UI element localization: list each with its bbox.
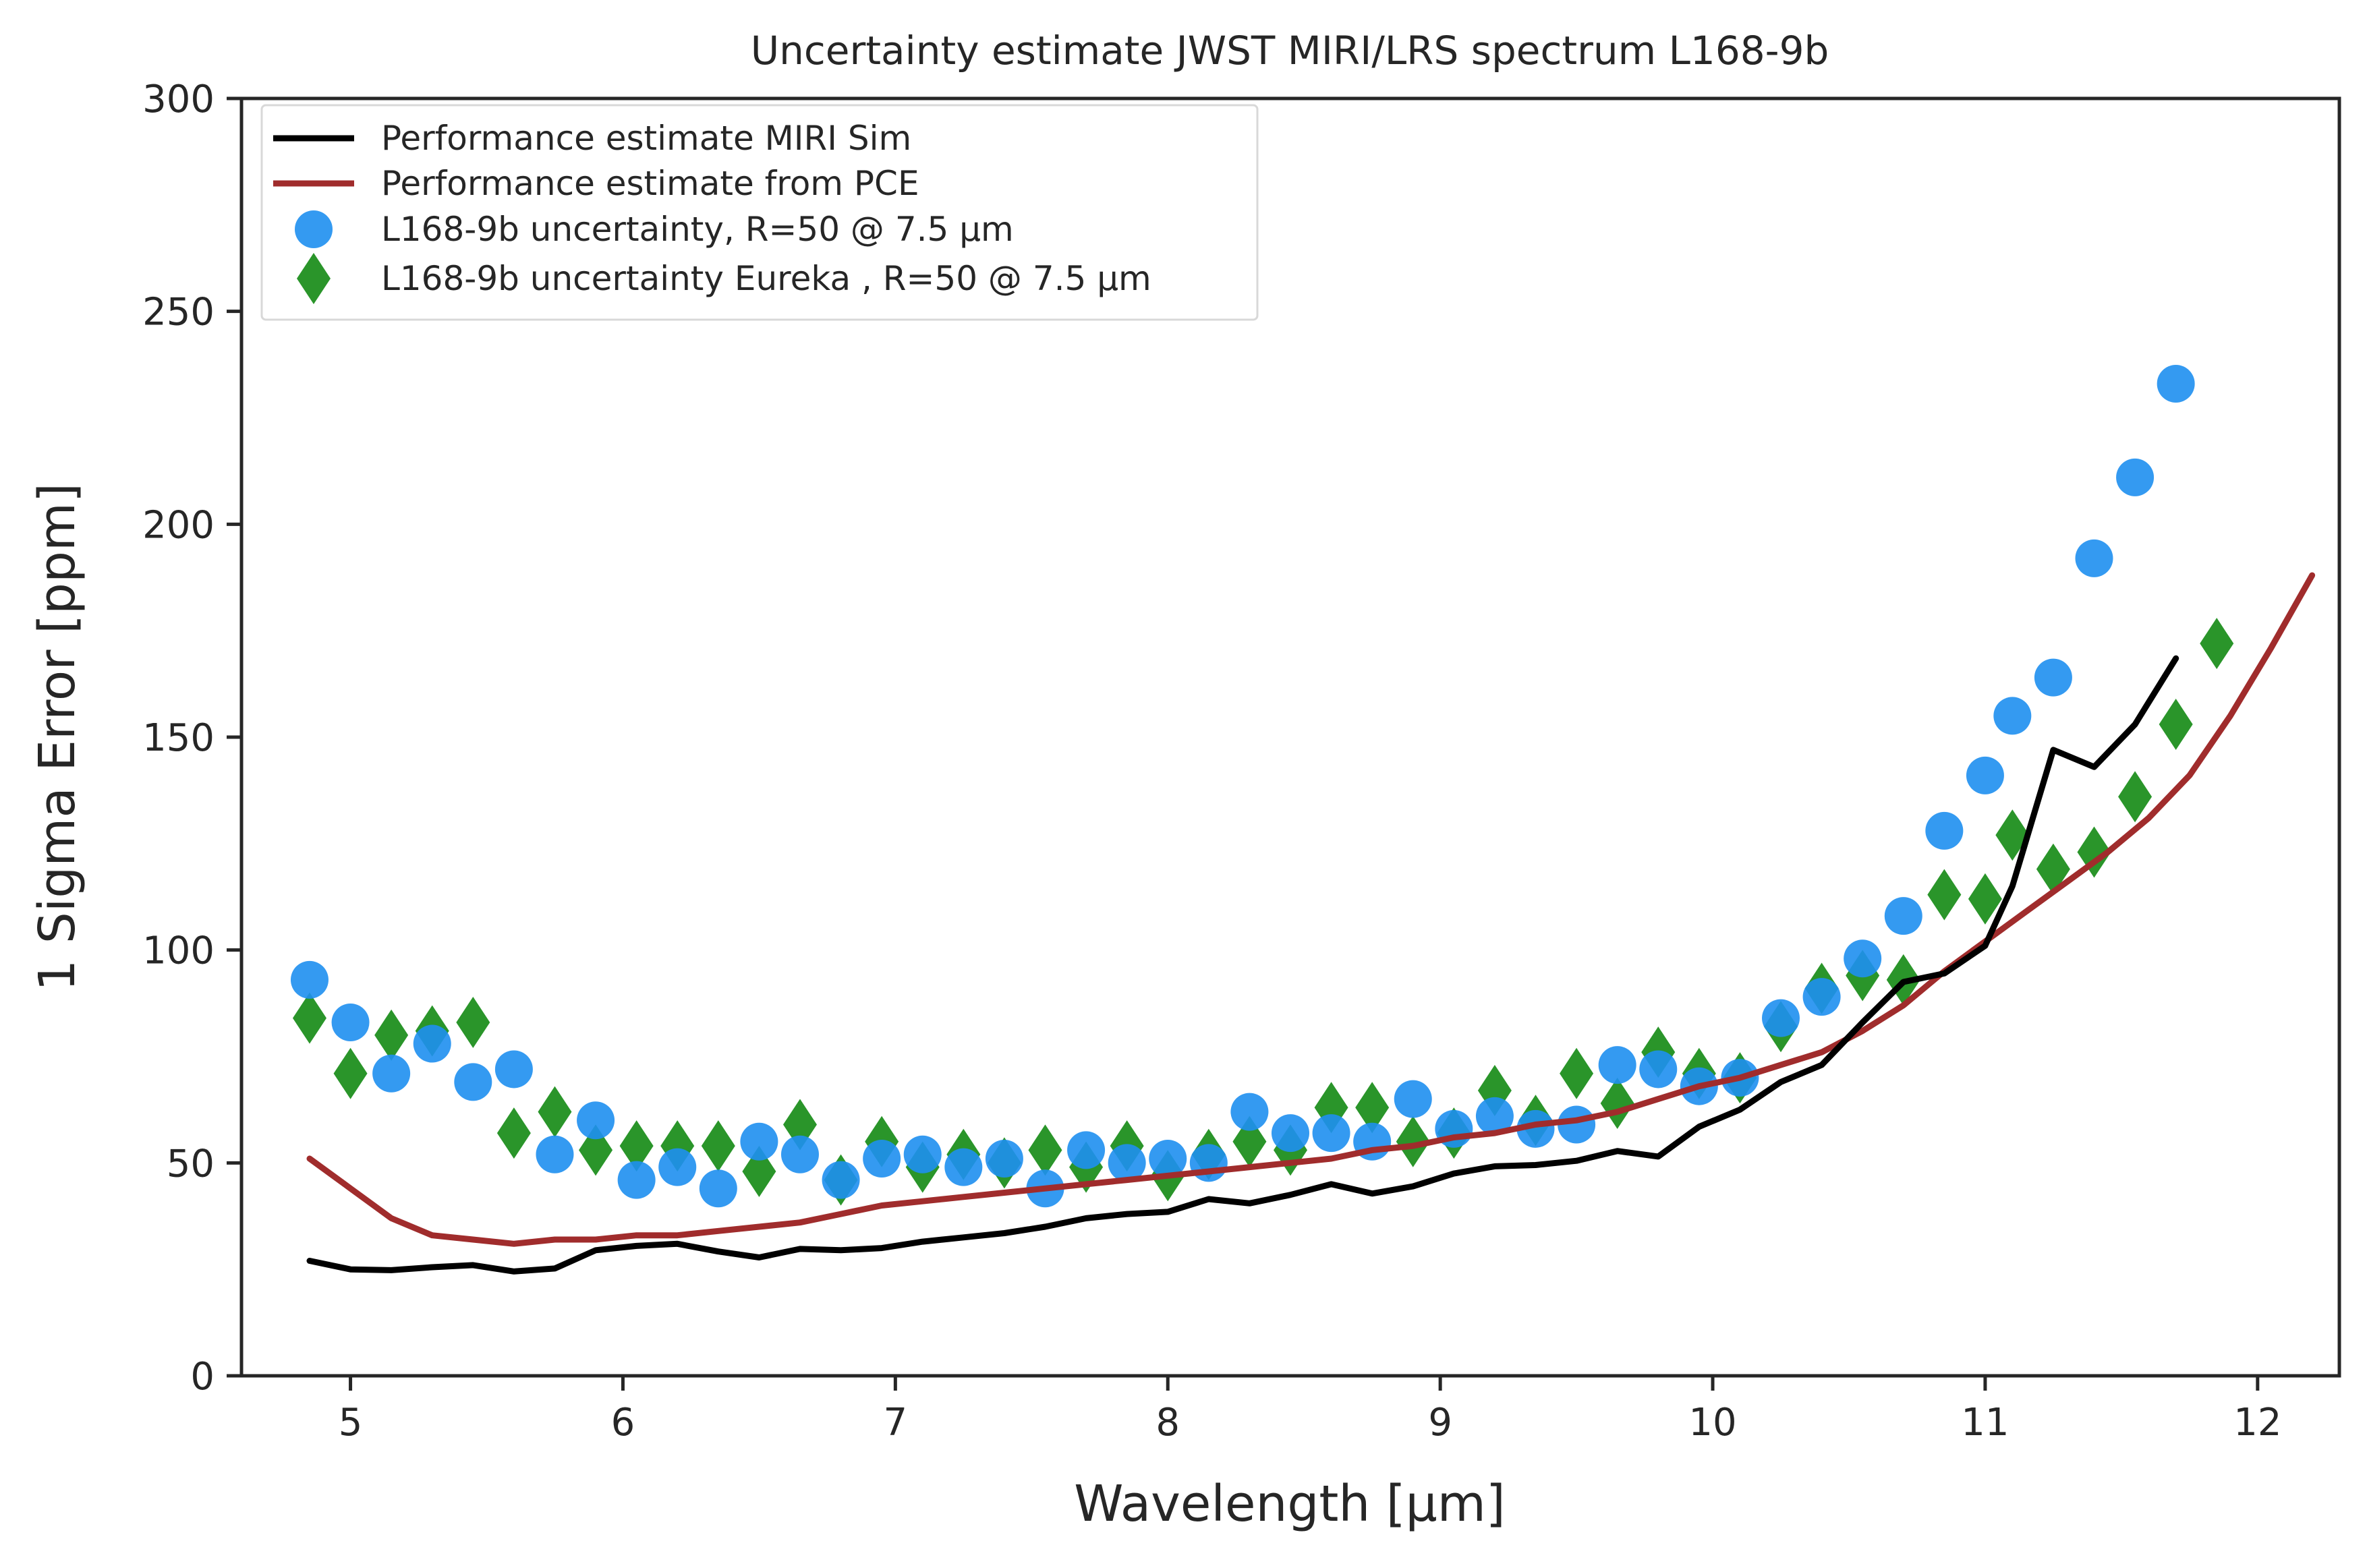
data-point-eureka bbox=[782, 1099, 817, 1151]
legend-label-eureka: L168-9b uncertainty Eureka , R=50 @ 7.5 … bbox=[381, 259, 1151, 298]
data-point-eureka bbox=[2200, 618, 2234, 670]
data-point-eureka bbox=[1968, 873, 2002, 925]
data-point-uncertainty bbox=[780, 1135, 819, 1173]
x-tick-label: 9 bbox=[1428, 1401, 1452, 1445]
data-point-uncertainty bbox=[494, 1050, 533, 1088]
data-point-eureka bbox=[2036, 843, 2070, 895]
y-tick-label: 50 bbox=[167, 1142, 215, 1186]
legend-marker-uncertainty bbox=[295, 210, 333, 248]
data-point-eureka bbox=[374, 1009, 409, 1061]
data-point-uncertainty bbox=[1993, 697, 2032, 735]
data-point-uncertainty bbox=[536, 1135, 574, 1173]
data-point-uncertainty bbox=[1272, 1114, 1309, 1153]
x-tick-label: 12 bbox=[2233, 1401, 2281, 1445]
y-tick-label: 0 bbox=[190, 1355, 215, 1399]
data-point-uncertainty bbox=[2157, 364, 2195, 403]
chart-title: Uncertainty estimate JWST MIRI/LRS spect… bbox=[751, 28, 1829, 74]
data-point-uncertainty bbox=[740, 1122, 778, 1161]
data-point-uncertainty bbox=[1558, 1105, 1596, 1144]
data-point-eureka bbox=[1560, 1047, 1594, 1099]
data-point-uncertainty bbox=[1108, 1144, 1146, 1182]
x-tick-label: 10 bbox=[1688, 1401, 1736, 1445]
x-axis-label: Wavelength [µm] bbox=[1074, 1475, 1505, 1533]
data-point-eureka bbox=[1355, 1082, 1390, 1134]
data-point-eureka bbox=[496, 1107, 531, 1159]
y-tick-label: 250 bbox=[142, 291, 215, 335]
data-point-uncertainty bbox=[863, 1140, 901, 1178]
legend-marker-eureka bbox=[297, 253, 331, 304]
data-point-uncertainty bbox=[1189, 1144, 1228, 1182]
data-point-uncertainty bbox=[1149, 1140, 1187, 1178]
data-point-uncertainty bbox=[2034, 658, 2072, 697]
data-point-uncertainty bbox=[290, 960, 329, 999]
data-point-uncertainty bbox=[2116, 458, 2155, 496]
legend-label-uncertainty: L168-9b uncertainty, R=50 @ 7.5 µm bbox=[381, 210, 1014, 249]
series-line-miri-sim bbox=[306, 655, 2179, 1275]
legend-label-pce: Performance estimate from PCE bbox=[381, 164, 919, 203]
data-point-eureka bbox=[2118, 771, 2152, 823]
data-point-uncertainty bbox=[331, 1003, 370, 1041]
data-point-eureka bbox=[701, 1120, 735, 1172]
data-point-uncertainty bbox=[454, 1063, 492, 1101]
y-tick-label: 150 bbox=[142, 716, 215, 760]
data-point-eureka bbox=[333, 1047, 368, 1099]
data-point-eureka bbox=[1028, 1124, 1062, 1176]
x-axis: 5 6 7 8 9 10 11 12 bbox=[339, 1376, 2281, 1445]
data-point-eureka bbox=[579, 1124, 613, 1176]
data-point-eureka bbox=[292, 992, 326, 1044]
data-point-uncertainty bbox=[413, 1024, 451, 1063]
data-point-uncertainty bbox=[1394, 1080, 1432, 1118]
data-point-uncertainty bbox=[1312, 1114, 1350, 1153]
data-point-eureka bbox=[742, 1145, 776, 1197]
data-point-eureka bbox=[1396, 1115, 1430, 1167]
data-point-uncertainty bbox=[1639, 1050, 1678, 1088]
data-point-uncertainty bbox=[1844, 939, 1882, 978]
legend-box bbox=[260, 104, 1259, 321]
series-line-pce bbox=[306, 572, 2316, 1247]
x-tick-label: 7 bbox=[884, 1401, 908, 1445]
data-point-uncertainty bbox=[985, 1140, 1023, 1178]
data-point-uncertainty bbox=[372, 1054, 411, 1093]
data-point-eureka bbox=[456, 996, 490, 1048]
legend: Performance estimate MIRI Sim Performanc… bbox=[260, 104, 1259, 321]
x-tick-label: 6 bbox=[611, 1401, 635, 1445]
data-point-uncertainty bbox=[1067, 1131, 1106, 1169]
series-layer bbox=[290, 364, 2316, 1275]
data-point-eureka bbox=[2159, 699, 2193, 751]
y-tick-label: 100 bbox=[142, 929, 215, 973]
x-tick-label: 8 bbox=[1156, 1401, 1180, 1445]
y-axis: 0 50 100 150 200 250 300 bbox=[142, 78, 241, 1399]
data-point-uncertainty bbox=[1925, 811, 1964, 850]
data-point-uncertainty bbox=[1475, 1097, 1514, 1135]
x-tick-label: 11 bbox=[1961, 1401, 2009, 1445]
data-point-uncertainty bbox=[1884, 897, 1922, 935]
data-point-uncertainty bbox=[1598, 1046, 1636, 1084]
data-point-eureka bbox=[619, 1120, 654, 1172]
data-point-uncertainty bbox=[658, 1148, 697, 1186]
data-point-uncertainty bbox=[944, 1148, 983, 1186]
data-point-uncertainty bbox=[1762, 999, 1800, 1037]
data-point-uncertainty bbox=[1516, 1109, 1555, 1148]
data-point-uncertainty bbox=[1230, 1093, 1269, 1131]
data-point-eureka bbox=[1232, 1115, 1267, 1167]
data-point-uncertainty bbox=[903, 1135, 942, 1173]
data-point-eureka bbox=[1927, 869, 1962, 921]
data-point-uncertainty bbox=[2075, 539, 2113, 577]
data-point-uncertainty bbox=[577, 1101, 615, 1140]
y-tick-label: 300 bbox=[142, 78, 215, 121]
y-axis-label: 1 Sigma Error [ppm] bbox=[28, 483, 86, 991]
y-tick-label: 200 bbox=[142, 503, 215, 547]
data-point-eureka bbox=[538, 1086, 572, 1138]
data-point-uncertainty bbox=[1966, 756, 2004, 794]
data-point-uncertainty bbox=[617, 1161, 656, 1199]
data-point-uncertainty bbox=[699, 1169, 737, 1208]
x-tick-label: 5 bbox=[339, 1401, 363, 1445]
data-point-uncertainty bbox=[1802, 978, 1841, 1016]
data-point-uncertainty bbox=[822, 1161, 860, 1199]
legend-label-miri-sim: Performance estimate MIRI Sim bbox=[381, 119, 911, 158]
